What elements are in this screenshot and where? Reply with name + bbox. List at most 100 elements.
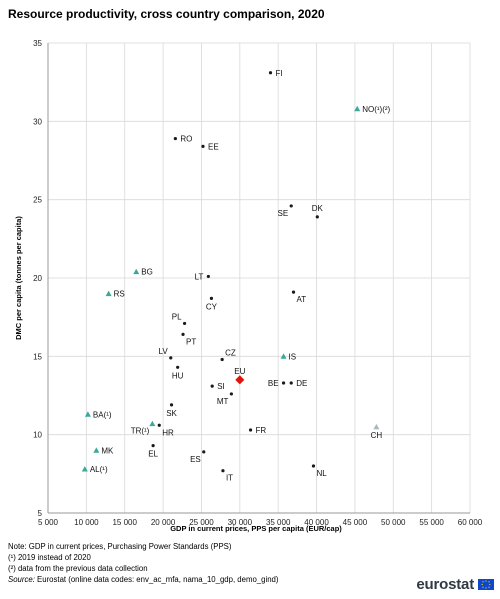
y-tick-label: 15 xyxy=(33,352,42,361)
point-label: BA(¹) xyxy=(93,410,112,419)
point-label: NL xyxy=(316,469,327,478)
point-el xyxy=(151,444,155,448)
point-cz xyxy=(220,357,224,362)
point-label: LT xyxy=(195,272,204,281)
y-tick-label: 35 xyxy=(33,39,42,48)
point-is xyxy=(280,353,287,359)
point-al xyxy=(81,466,88,472)
point-label: AT xyxy=(297,295,307,304)
point-label: LV xyxy=(159,347,169,356)
point-label: RO xyxy=(180,135,192,144)
chart-notes: Note: GDP in current prices, Purchasing … xyxy=(8,541,278,585)
x-tick-label: 30 000 xyxy=(228,518,253,527)
point-label: IS xyxy=(289,352,297,361)
point-mk xyxy=(93,447,100,453)
y-tick-label: 10 xyxy=(33,431,42,440)
note-gdp: Note: GDP in current prices, Purchasing … xyxy=(8,542,232,551)
point-rs xyxy=(105,290,112,297)
point-label: BE xyxy=(268,379,279,388)
point-label: EL xyxy=(148,450,158,459)
point-label: MT xyxy=(217,397,229,406)
point-lv xyxy=(169,356,173,360)
point-label: PT xyxy=(186,337,196,346)
point-label: HU xyxy=(172,371,184,380)
point-label: RS xyxy=(114,290,125,299)
y-tick-label: 30 xyxy=(33,117,42,126)
x-tick-label: 45 000 xyxy=(343,518,368,527)
eu-flag-icon xyxy=(478,579,494,590)
point-cy xyxy=(209,296,214,300)
point-mt xyxy=(229,392,233,396)
x-tick-label: 50 000 xyxy=(381,518,406,527)
x-tick-label: 10 000 xyxy=(74,518,99,527)
note-source: Source: Eurostat (online data codes: env… xyxy=(8,574,278,585)
point-it xyxy=(221,469,225,473)
point-pt xyxy=(181,332,185,336)
point-de xyxy=(289,381,293,385)
point-label: MK xyxy=(101,446,114,455)
x-tick-label: 25 000 xyxy=(189,518,214,527)
y-tick-label: 20 xyxy=(33,274,42,283)
point-ba xyxy=(84,411,91,417)
point-label: ES xyxy=(190,455,201,464)
point-label: HR xyxy=(162,428,174,437)
point-label: DE xyxy=(296,379,307,388)
point-ro xyxy=(173,136,177,141)
source-text: Eurostat (online data codes: env_ac_mfa,… xyxy=(34,575,279,584)
x-tick-label: 15 000 xyxy=(112,518,137,527)
y-tick-label: 25 xyxy=(33,196,42,205)
point-ee xyxy=(201,144,205,148)
point-label: CY xyxy=(206,302,218,311)
point-nl xyxy=(311,464,316,468)
point-at xyxy=(291,290,296,294)
point-label: EE xyxy=(208,142,219,151)
x-tick-label: 40 000 xyxy=(304,518,329,527)
point-es xyxy=(202,450,206,454)
point-tr xyxy=(149,420,156,427)
point-label: SK xyxy=(166,409,177,418)
x-tick-labels: 5 000 10 000 15 000 20 000 25 000 30 000 35 00… xyxy=(38,518,483,527)
point-hr xyxy=(157,423,161,427)
x-axis-label: GDP in current prices, PPS per capita (E… xyxy=(170,524,342,533)
x-tick-label: 35 000 xyxy=(266,518,291,527)
point-label: FR xyxy=(256,426,267,435)
point-eu xyxy=(235,375,245,385)
point-bg xyxy=(133,268,140,275)
point-ch xyxy=(373,423,380,430)
point-no xyxy=(354,105,361,112)
logo-text: eurostat xyxy=(416,576,474,593)
note-previous: (²) data from the previous data collecti… xyxy=(8,564,148,573)
x-tick-label: 5 000 xyxy=(38,518,59,527)
point-hu xyxy=(176,365,180,369)
point-label: EU xyxy=(234,367,245,376)
point-label: IT xyxy=(226,474,233,483)
y-axis-label: DMC per capita (tonnes per capita) xyxy=(14,216,23,340)
point-label: BG xyxy=(141,268,153,277)
point-label: TR(¹) xyxy=(131,427,150,436)
point-label: FI xyxy=(276,69,283,78)
point-label: CZ xyxy=(225,348,236,357)
scatter-chart: 5 000 10 000 15 000 20 000 25 000 30 000 35 00… xyxy=(14,39,483,533)
chart-title: Resource productivity, cross country com… xyxy=(8,7,325,21)
point-dk xyxy=(315,215,319,219)
x-tick-label: 20 000 xyxy=(151,518,176,527)
y-tick-labels: 5 10 15 20 25 30 35 xyxy=(33,39,42,518)
point-fr xyxy=(248,428,253,432)
point-pl xyxy=(182,321,187,326)
x-tick-label: 55 000 xyxy=(419,518,444,527)
point-sk xyxy=(169,403,174,407)
point-label: SE xyxy=(278,209,289,218)
point-lt xyxy=(206,274,210,279)
point-label: NO(¹)(²) xyxy=(362,105,390,114)
data-points: FI NO(¹)(²) RO EE SE DK BG LT RS AT CY PL PT LV CZ IS HU… xyxy=(81,69,391,483)
point-se xyxy=(289,204,293,208)
grid-lines xyxy=(47,42,471,514)
point-be xyxy=(281,381,286,385)
point-si xyxy=(210,384,214,388)
note-2019: (¹) 2019 instead of 2020 xyxy=(8,553,91,562)
eurostat-logo: eurostat xyxy=(416,576,494,593)
x-tick-label: 60 000 xyxy=(458,518,483,527)
source-label: Source: xyxy=(8,575,35,584)
point-label: CH xyxy=(371,431,383,440)
point-label: DK xyxy=(312,204,324,213)
